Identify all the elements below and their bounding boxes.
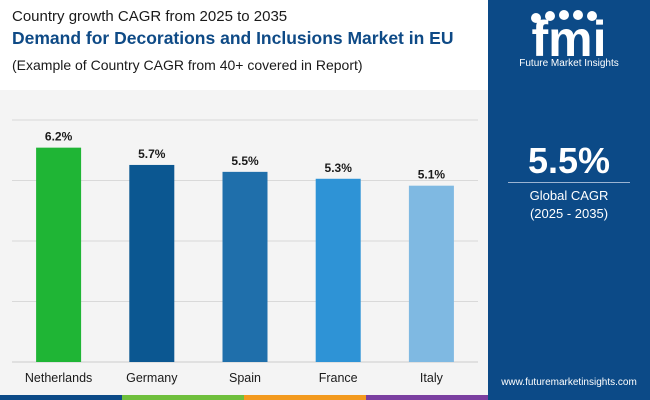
x-tick-label: Italy bbox=[420, 371, 444, 385]
bottom-color-strip bbox=[0, 395, 488, 400]
x-tick-label: France bbox=[319, 371, 358, 385]
header: Country growth CAGR from 2025 to 2035 De… bbox=[0, 0, 488, 90]
data-label: 5.7% bbox=[138, 147, 166, 161]
bar-netherlands bbox=[36, 147, 82, 362]
global-cagr-period: (2025 - 2035) bbox=[529, 206, 609, 221]
divider bbox=[508, 182, 630, 183]
fmi-logo: fmi bbox=[531, 10, 607, 67]
data-label: 5.3% bbox=[325, 161, 353, 175]
strip-segment bbox=[244, 395, 366, 400]
website-link[interactable]: www.futuremarketinsights.com bbox=[501, 377, 637, 388]
bar-italy bbox=[408, 185, 454, 362]
data-label: 5.1% bbox=[418, 168, 446, 182]
bar-spain bbox=[222, 171, 268, 362]
logo-dot-icon bbox=[545, 11, 555, 21]
strip-segment bbox=[0, 395, 122, 400]
logo-dot-icon bbox=[531, 13, 541, 23]
data-label: 6.2% bbox=[45, 130, 73, 144]
logo-tagline: Future Market Insights bbox=[519, 58, 619, 69]
chart-svg: 6.2% Netherlands 5.7% Germany 5.5% Spain 5.3% F… bbox=[12, 119, 478, 385]
data-label: 5.5% bbox=[231, 154, 259, 168]
strip-segment bbox=[122, 395, 244, 400]
bar-chart: 6.2% Netherlands 5.7% Germany 5.5% Spain 5.3% F… bbox=[12, 100, 478, 390]
chart-title: Demand for Decorations and Inclusions Ma… bbox=[12, 28, 454, 48]
sidebar: fmi Future Market Insights 5.5% Global C… bbox=[488, 0, 650, 400]
logo-dot-icon bbox=[559, 10, 569, 20]
logo-dot-icon bbox=[587, 11, 597, 21]
x-tick-label: Netherlands bbox=[25, 371, 92, 385]
global-cagr-value: 5.5% bbox=[527, 140, 611, 181]
strip-segment bbox=[366, 395, 488, 400]
bar-france bbox=[315, 178, 361, 362]
logo-dot-icon bbox=[573, 10, 583, 20]
chart-subtitle: Country growth CAGR from 2025 to 2035 bbox=[12, 8, 288, 25]
global-cagr-label: Global CAGR bbox=[529, 188, 609, 203]
bar-germany bbox=[129, 164, 175, 362]
x-tick-label: Germany bbox=[126, 371, 178, 385]
x-tick-label: Spain bbox=[229, 371, 261, 385]
chart-note: (Example of Country CAGR from 40+ covere… bbox=[12, 57, 363, 73]
